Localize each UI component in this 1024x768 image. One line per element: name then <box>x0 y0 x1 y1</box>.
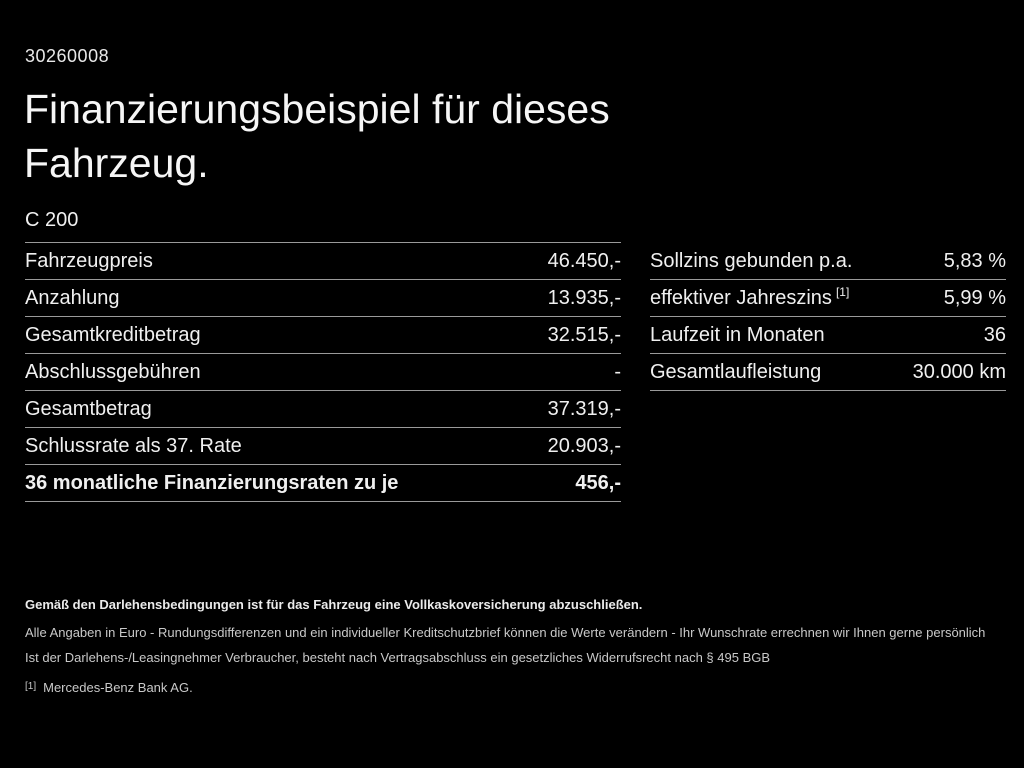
financing-details-table: Fahrzeugpreis 46.450,- Anzahlung 13.935,… <box>25 242 621 502</box>
disclaimer-line1: Alle Angaben in Euro - Rundungsdifferenz… <box>25 625 986 640</box>
interest-details-table: Sollzins gebunden p.a. 5,83 % effektiver… <box>650 243 1006 391</box>
offer-id: 30260008 <box>25 46 110 66</box>
page-title: Finanzierungsbeispiel für dieses Fahrzeug… <box>24 82 610 190</box>
row-value: 5,99 % <box>943 286 1006 309</box>
row-label: Gesamtbetrag <box>25 397 152 420</box>
row-value: 46.450,- <box>547 249 621 272</box>
table-row-down-payment: Anzahlung 13.935,- <box>25 280 621 317</box>
row-value: 36 <box>983 323 1006 346</box>
row-value: 456,- <box>575 471 621 494</box>
legal-footer: Gemäß den Darlehensbedingungen ist für d… <box>25 597 1010 695</box>
row-value: 32.515,- <box>547 323 621 346</box>
row-label: 36 monatliche Finanzierungsraten zu je <box>25 471 399 494</box>
row-label: Fahrzeugpreis <box>25 249 153 272</box>
row-label: Anzahlung <box>25 286 120 309</box>
table-row-total-mileage: Gesamtlaufleistung 30.000 km <box>650 354 1006 391</box>
row-label: Laufzeit in Monaten <box>650 323 825 346</box>
footnote-text: Mercedes-Benz Bank AG. <box>43 680 193 695</box>
row-value: 20.903,- <box>547 434 621 457</box>
insurance-note: Gemäß den Darlehensbedingungen ist für d… <box>25 597 643 612</box>
table-row-final-installment: Schlussrate als 37. Rate 20.903,- <box>25 428 621 465</box>
footnote-line: [1] Mercedes-Benz Bank AG. <box>25 679 1010 695</box>
vehicle-model: C 200 <box>25 209 79 231</box>
row-label: Gesamtlaufleistung <box>650 360 822 383</box>
table-row-monthly-installments: 36 monatliche Finanzierungsraten zu je 4… <box>25 465 621 502</box>
table-row-vehicle-price: Fahrzeugpreis 46.450,- <box>25 243 621 280</box>
row-label: Schlussrate als 37. Rate <box>25 434 242 457</box>
page-title-line1: Finanzierungsbeispiel für dieses <box>24 86 610 132</box>
table-row-term-months: Laufzeit in Monaten 36 <box>650 317 1006 354</box>
row-label-text: effektiver Jahreszins <box>650 286 832 309</box>
table-row-closing-fees: Abschlussgebühren - <box>25 354 621 391</box>
row-value: 13.935,- <box>547 286 621 309</box>
row-value: 37.319,- <box>547 397 621 420</box>
footnote-reference: [1] <box>835 284 850 299</box>
row-value: 5,83 % <box>943 249 1006 272</box>
row-value: 30.000 km <box>912 360 1006 383</box>
row-value: - <box>614 360 621 383</box>
page-title-line2: Fahrzeug. <box>24 140 209 186</box>
disclaimer-line2: Ist der Darlehens-/Leasingnehmer Verbrau… <box>25 650 771 665</box>
row-label: effektiver Jahreszins [1] <box>650 284 850 310</box>
table-row-nominal-interest: Sollzins gebunden p.a. 5,83 % <box>650 243 1006 280</box>
row-label: Sollzins gebunden p.a. <box>650 249 853 272</box>
table-row-effective-interest: effektiver Jahreszins [1] 5,99 % <box>650 280 1006 317</box>
row-label: Gesamtkreditbetrag <box>25 323 201 346</box>
row-label: Abschlussgebühren <box>25 360 201 383</box>
table-row-total-amount: Gesamtbetrag 37.319,- <box>25 391 621 428</box>
footnote-marker: [1] <box>25 681 37 692</box>
table-row-total-credit: Gesamtkreditbetrag 32.515,- <box>25 317 621 354</box>
